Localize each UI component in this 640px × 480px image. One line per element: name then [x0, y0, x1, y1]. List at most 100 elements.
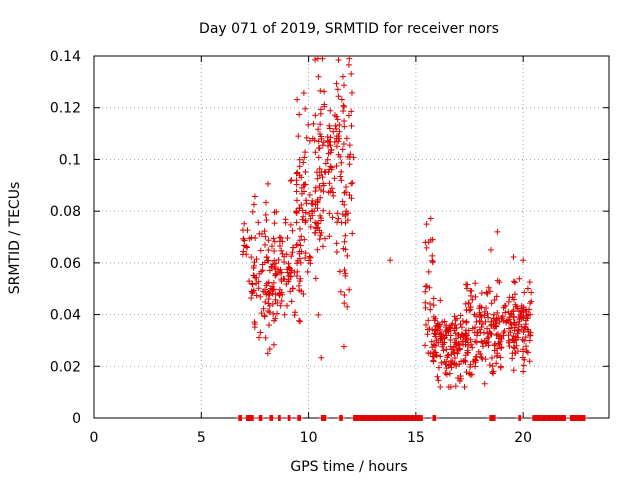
data-point: [318, 215, 325, 222]
data-point: [460, 358, 467, 365]
data-point: [477, 329, 484, 336]
data-point: [340, 343, 347, 350]
data-point: [423, 244, 430, 251]
data-point-outlier: [520, 257, 527, 264]
data-point: [333, 135, 340, 142]
data-point: [515, 308, 522, 315]
data-point: [298, 248, 305, 255]
data-point: [264, 180, 271, 187]
data-point: [329, 214, 336, 221]
data-point: [482, 356, 489, 363]
data-point: [287, 273, 294, 280]
data-point: [511, 291, 518, 298]
data-point: [527, 300, 534, 307]
data-point: [318, 354, 325, 361]
data-point: [296, 111, 303, 118]
data-point: [437, 353, 444, 360]
data-point-zero: [297, 415, 304, 421]
data-point: [330, 128, 337, 135]
data-point: [429, 236, 436, 243]
data-point: [328, 164, 335, 171]
data-point: [302, 254, 309, 261]
data-point: [457, 312, 464, 319]
data-point: [289, 249, 296, 256]
data-point: [425, 317, 432, 324]
data-point: [241, 237, 248, 244]
data-point: [334, 210, 341, 217]
data-point: [488, 331, 495, 338]
data-point: [435, 364, 442, 371]
data-point: [312, 188, 319, 195]
data-point: [510, 308, 517, 315]
data-point: [295, 282, 302, 289]
data-point-outlier: [423, 221, 430, 228]
data-point: [294, 96, 301, 103]
data-point: [491, 296, 498, 303]
data-point: [343, 183, 350, 190]
data-point: [509, 336, 516, 343]
data-point: [293, 219, 300, 226]
data-point-outlier: [425, 239, 432, 246]
data-point-zero: [492, 415, 499, 421]
data-point: [469, 325, 476, 332]
data-point: [432, 315, 439, 322]
data-point: [261, 313, 268, 320]
data-point: [335, 215, 342, 222]
y-tick-label: 0.08: [50, 204, 81, 220]
y-axis-label: SRMTID / TECUs: [7, 182, 23, 295]
data-point: [444, 327, 451, 334]
data-point: [337, 173, 344, 180]
data-point: [296, 156, 303, 163]
data-point: [327, 134, 334, 141]
data-point: [457, 373, 464, 380]
data-point: [296, 255, 303, 262]
data-point: [493, 293, 500, 300]
data-point: [269, 301, 276, 308]
data-point-outlier: [312, 56, 319, 63]
data-point: [504, 318, 511, 325]
data-point: [309, 197, 316, 204]
data-point: [337, 288, 344, 295]
data-point-outlier: [262, 334, 269, 341]
data-point-zero: [339, 415, 346, 421]
data-point: [486, 362, 493, 369]
data-point-outlier: [339, 73, 346, 80]
data-point: [523, 343, 530, 350]
data-point: [510, 344, 517, 351]
data-point: [437, 297, 444, 304]
data-point: [257, 247, 264, 254]
data-point: [449, 320, 456, 327]
data-point: [481, 337, 488, 344]
x-tick-label: 5: [197, 430, 206, 446]
data-point: [241, 242, 248, 249]
data-point: [320, 207, 327, 214]
data-point-outlier: [520, 368, 527, 375]
data-point: [334, 116, 341, 123]
data-point: [281, 258, 288, 265]
data-point: [456, 361, 463, 368]
data-point: [333, 249, 340, 256]
data-point: [430, 349, 437, 356]
data-point: [298, 201, 305, 208]
data-point: [298, 174, 305, 181]
data-point: [273, 271, 280, 278]
data-point: [443, 358, 450, 365]
data-point: [257, 293, 264, 300]
data-point: [463, 369, 470, 376]
data-point: [488, 300, 495, 307]
data-point: [320, 182, 327, 189]
data-point: [277, 234, 284, 241]
data-point: [447, 343, 454, 350]
y-tick-label: 0.14: [50, 49, 81, 65]
data-point: [304, 268, 311, 275]
data-point: [297, 275, 304, 282]
data-point: [447, 383, 454, 390]
data-point: [276, 243, 283, 250]
data-point: [287, 288, 294, 295]
axes: 0 5 10 15 20 0 0.02 0.04 0.06 0.08 0.1 0.12 0.14: [50, 49, 610, 446]
y-tick-label: 0.12: [50, 101, 81, 117]
data-point: [331, 139, 338, 146]
data-point: [289, 227, 296, 234]
data-point: [444, 352, 451, 359]
data-point: [437, 336, 444, 343]
